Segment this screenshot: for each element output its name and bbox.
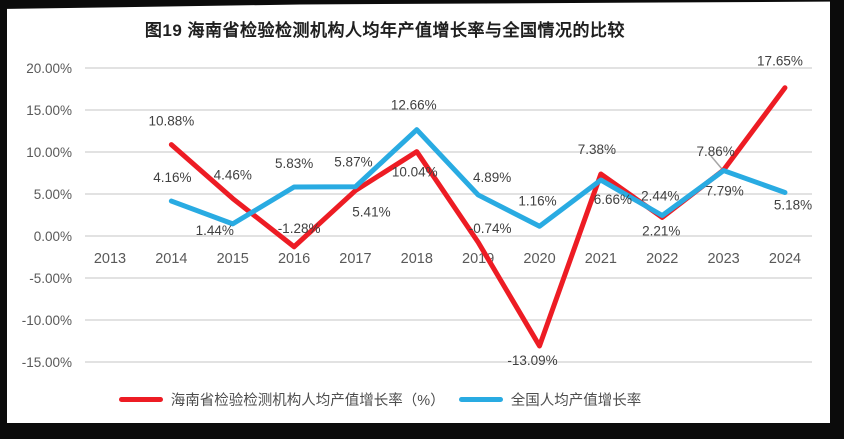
data-label: 5.83% [275,156,313,171]
x-tick-label: 2022 [646,251,678,267]
data-label: 4.16% [153,170,191,185]
y-tick-label: 20.00% [26,61,72,76]
data-label: 2.21% [642,223,680,238]
chart-legend: 海南省检验检测机构人均产值增长率（%） 全国人均产值增长率 [60,389,700,410]
y-tick-label: 0.00% [34,229,72,244]
x-tick-label: 2023 [707,251,739,267]
x-tick-label: 2013 [94,251,126,267]
data-label: 7.86% [696,144,734,159]
x-tick-label: 2018 [401,251,433,267]
data-label: 5.41% [352,205,390,220]
data-label: 4.46% [214,168,252,183]
photo-edge-right [830,0,844,439]
data-label: 7.79% [705,184,743,199]
legend-item-hainan: 海南省检验检测机构人均产值增长率（%） [118,389,445,410]
data-label: 17.65% [757,54,803,69]
y-tick-label: -15.00% [22,355,72,370]
photo-edge-left [0,0,7,439]
data-label: 5.18% [774,197,812,212]
data-label: 12.66% [391,98,437,113]
data-label: 1.16% [518,193,556,208]
data-label: -1.28% [278,221,321,236]
x-tick-label: 2016 [278,251,310,267]
x-tick-label: 2015 [217,251,249,267]
hainan-series-swatch [118,397,163,402]
data-label: 6.66% [594,192,632,207]
data-label: 2.44% [641,189,679,204]
data-label: -0.74% [469,221,512,236]
data-label: -13.09% [507,353,557,368]
data-label: 5.87% [334,155,372,170]
national-series-line [168,127,788,229]
y-tick-label: -5.00% [29,271,72,286]
y-tick-label: 15.00% [26,103,72,118]
data-label: 4.89% [473,170,511,185]
data-label: 10.88% [148,114,194,129]
photo-edge-bottom [0,423,844,439]
data-label: 10.04% [392,165,438,180]
x-tick-label: 2020 [523,251,555,267]
x-tick-label: 2014 [155,251,187,267]
national-series-swatch [458,397,503,402]
x-tick-label: 2021 [585,251,617,267]
legend-item-national: 全国人均产值增长率 [458,389,642,410]
y-tick-label: 10.00% [26,145,72,160]
legend-label-national: 全国人均产值增长率 [510,393,642,409]
data-label: 1.44% [196,223,234,238]
y-tick-label: 5.00% [34,187,72,202]
hainan-series-line [168,85,788,349]
photo-edge-top [0,0,844,9]
x-tick-label: 2024 [769,251,801,267]
legend-label-hainan: 海南省检验检测机构人均产值增长率（%） [170,393,445,409]
chart-title: 图19 海南省检验检测机构人均年产值增长率与全国情况的比较 [144,21,626,40]
x-tick-label: 2017 [339,251,371,267]
label-leader-line [710,155,723,170]
data-label: 7.38% [578,142,616,157]
y-tick-label: -10.00% [22,313,72,328]
